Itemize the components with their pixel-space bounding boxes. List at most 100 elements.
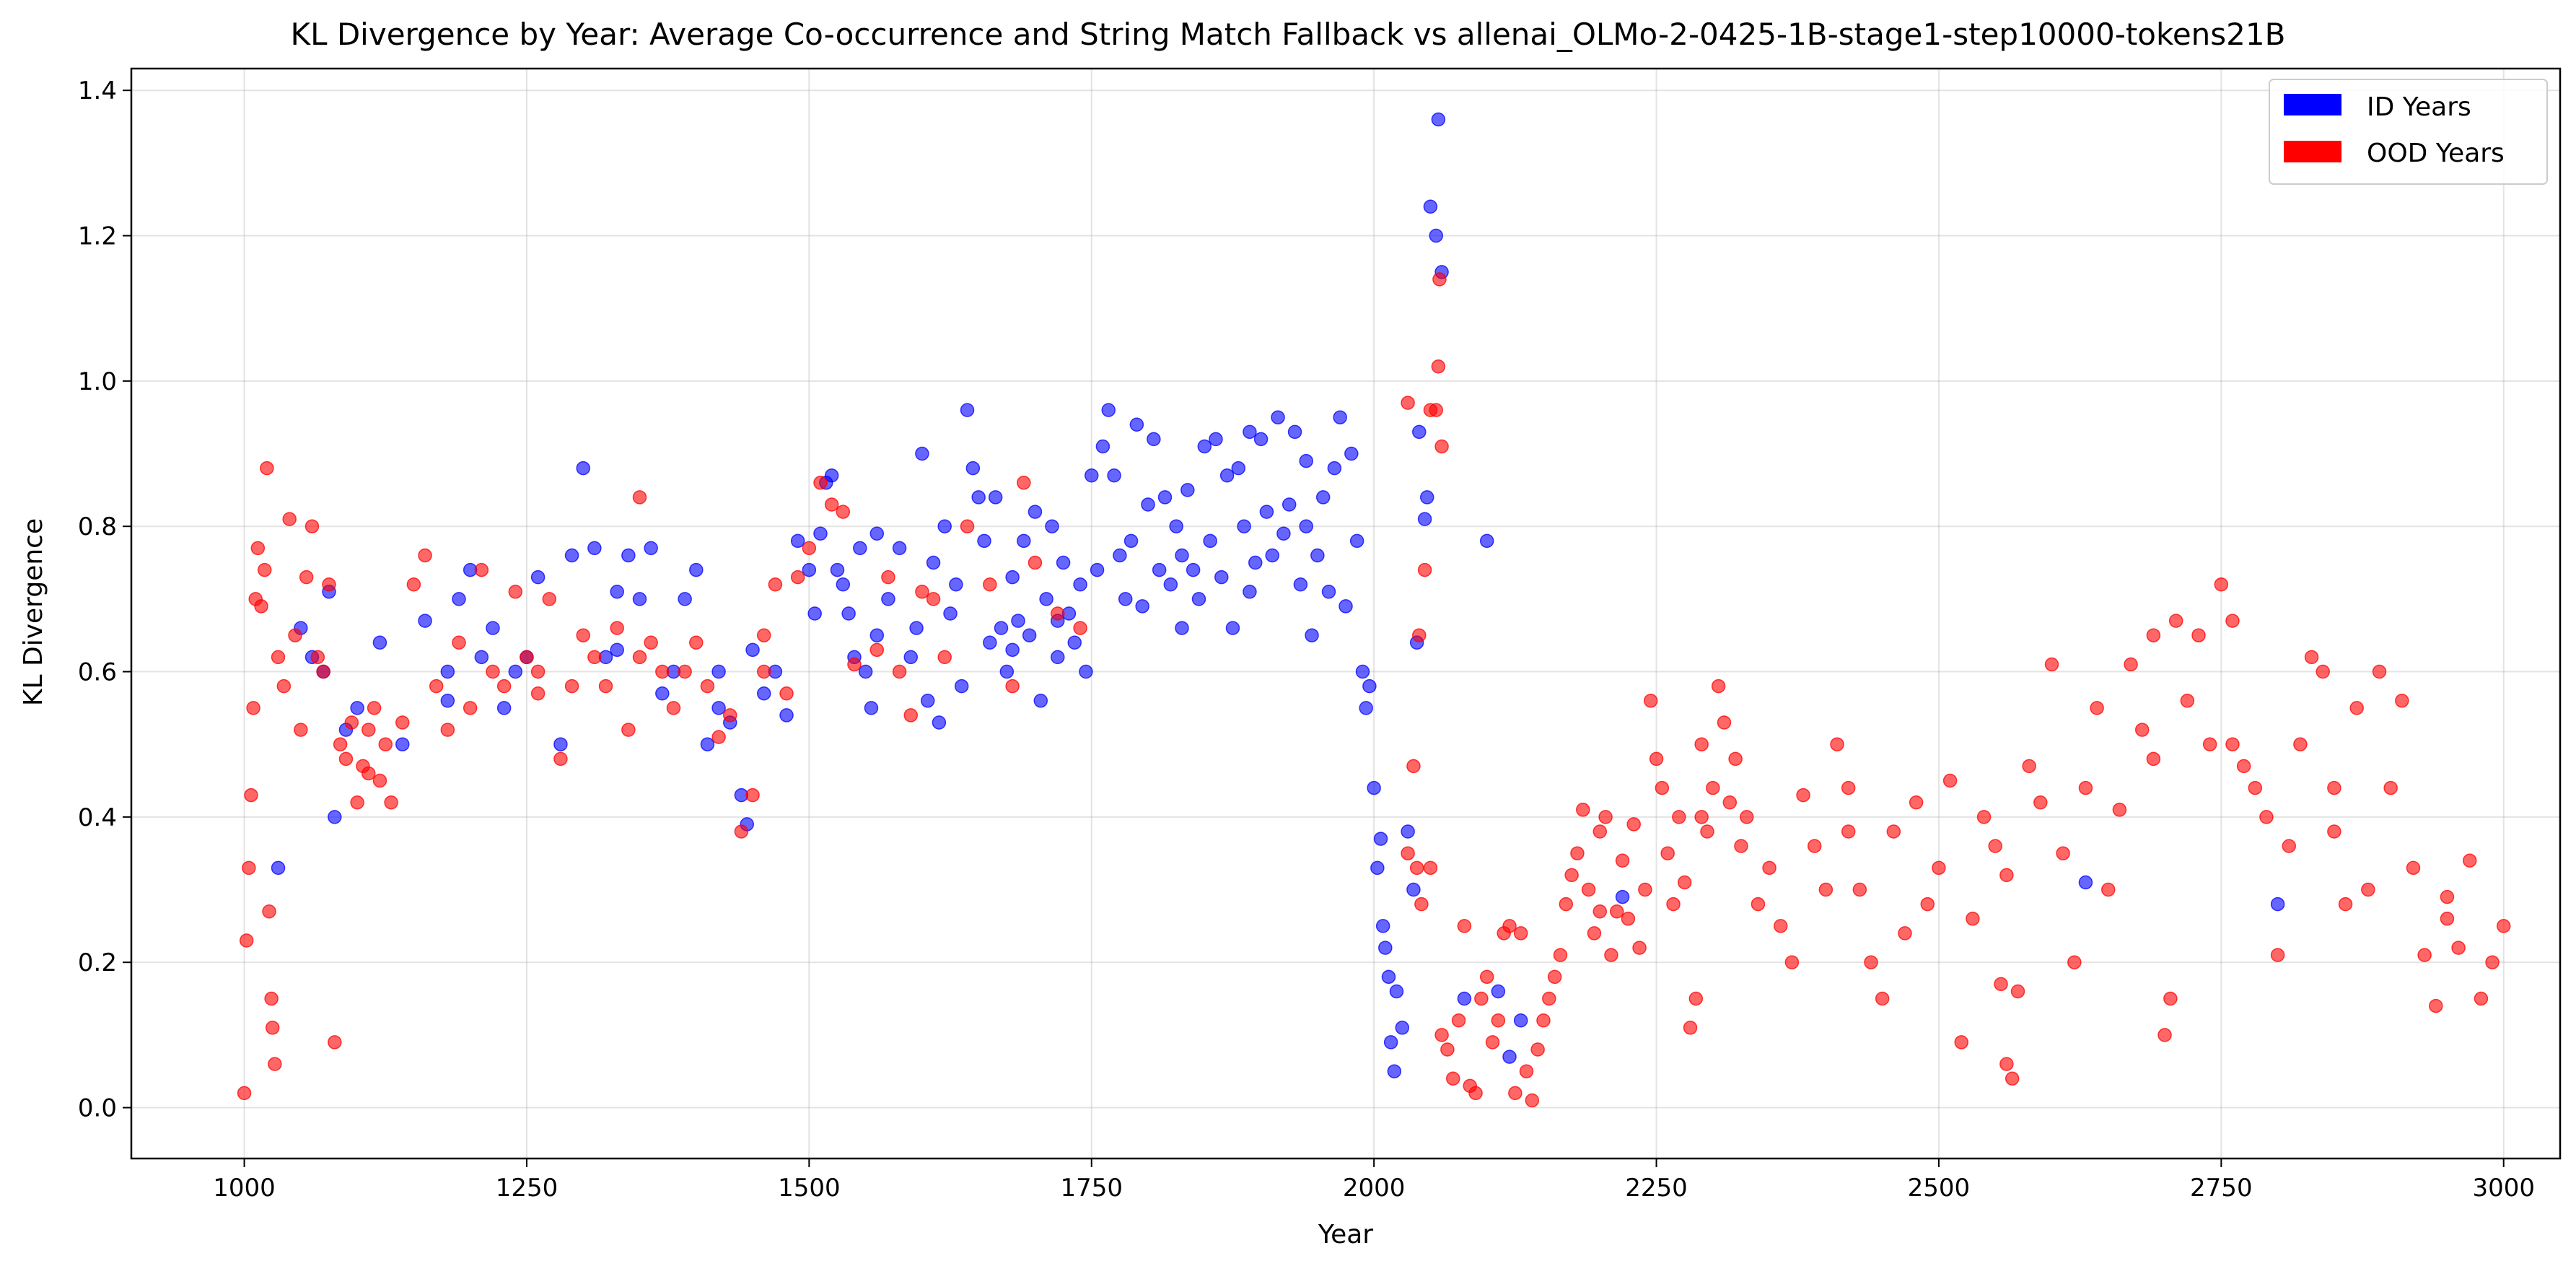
data-point (994, 621, 1009, 635)
data-point (1017, 533, 1031, 549)
data-point (1412, 424, 1427, 440)
data-point (1852, 882, 1867, 897)
data-point (610, 642, 624, 658)
data-point (903, 650, 919, 665)
data-point (2033, 795, 2048, 810)
data-point (1564, 868, 1579, 883)
series-ood (237, 272, 2511, 1108)
data-point (960, 519, 975, 533)
x-tick-label: 3000 (2472, 1174, 2535, 1203)
data-point (920, 694, 935, 708)
data-point (1406, 759, 1421, 774)
data-point (1553, 948, 1568, 962)
data-point (1706, 780, 1720, 795)
data-point (440, 664, 455, 679)
data-point (711, 730, 726, 744)
axes (123, 67, 2562, 1167)
data-point (824, 468, 839, 483)
data-point (1434, 439, 1449, 454)
data-point (1186, 562, 1201, 577)
data-point (1638, 882, 1652, 897)
data-point (678, 592, 692, 606)
data-point (745, 642, 760, 658)
data-point (1073, 621, 1087, 635)
data-point (1315, 490, 1331, 505)
data-point (937, 650, 952, 665)
data-point (1333, 410, 1347, 424)
data-point (1994, 977, 2008, 992)
data-point (1113, 548, 1127, 563)
data-point (1401, 396, 1415, 410)
y-tick-label: 1.4 (78, 77, 117, 105)
data-point (1129, 417, 1144, 432)
data-point (553, 751, 568, 767)
data-point (1694, 737, 1709, 751)
data-point (892, 664, 907, 679)
data-point (2440, 889, 2455, 904)
data-point (1621, 912, 1636, 926)
data-point (1457, 991, 1472, 1006)
data-point (1508, 1086, 1523, 1101)
data-point (262, 904, 276, 919)
data-point (2417, 948, 2432, 962)
plot-frame (130, 67, 2562, 1160)
data-point (268, 1057, 282, 1071)
data-point (1203, 533, 1217, 549)
data-point (1999, 868, 2014, 883)
data-point (632, 650, 647, 665)
data-point (2022, 759, 2036, 774)
data-point (1688, 991, 1704, 1006)
data-point (1530, 1042, 1545, 1057)
data-point (1373, 832, 1388, 846)
data-point (2168, 614, 2183, 628)
data-point (1632, 941, 1647, 955)
data-point (1999, 1057, 2014, 1071)
series-id (271, 112, 2285, 1078)
data-point (242, 860, 256, 876)
data-point (520, 650, 534, 665)
data-point (2485, 955, 2500, 969)
data-point (1728, 751, 1743, 767)
data-point (2124, 657, 2138, 672)
data-point (1722, 795, 1738, 810)
data-point (1395, 1021, 1410, 1035)
y-tick-label: 0.4 (78, 803, 117, 832)
data-point (1474, 991, 1489, 1006)
data-point (1005, 642, 1020, 658)
data-point (1209, 432, 1223, 447)
data-point (587, 650, 602, 665)
data-point (1011, 614, 1025, 628)
data-point (1660, 846, 1675, 860)
data-point (2067, 955, 2082, 969)
data-point (1525, 1093, 1540, 1108)
data-point (1401, 824, 1415, 839)
data-point (1581, 882, 1596, 897)
data-point (328, 810, 342, 824)
data-point (610, 621, 624, 635)
data-point (836, 577, 851, 592)
data-point (1700, 824, 1714, 839)
data-point (2383, 780, 2398, 795)
data-point (1796, 787, 1810, 803)
data-point (1593, 824, 1608, 839)
data-point (1045, 519, 1059, 533)
data-point (1387, 1064, 1402, 1078)
data-point (790, 533, 805, 549)
data-point (1457, 919, 1472, 933)
data-point (282, 512, 297, 526)
data-point (1423, 199, 1438, 214)
data-point (2406, 860, 2421, 876)
data-point (779, 708, 794, 723)
data-point (1067, 635, 1082, 650)
data-point (1412, 628, 1427, 642)
data-point (1423, 860, 1438, 876)
data-point (2282, 839, 2297, 853)
y-tick-label: 0.8 (78, 512, 117, 541)
data-point (1079, 664, 1093, 679)
data-point (869, 642, 885, 658)
data-point (1175, 548, 1189, 563)
data-point (841, 606, 856, 621)
data-point (316, 664, 330, 679)
data-point (2078, 780, 2093, 795)
data-point (2056, 846, 2070, 860)
